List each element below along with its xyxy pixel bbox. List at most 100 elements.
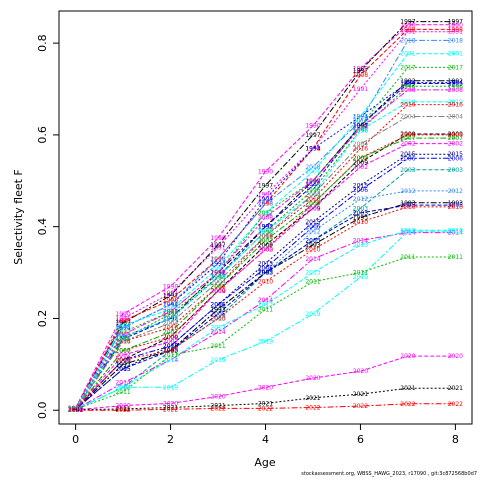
point-label: 2015 [163, 343, 178, 350]
point-label: 2001 [163, 306, 178, 313]
series-line [75, 133, 456, 410]
point-label: 2017 [305, 178, 320, 185]
point-label: 2013 [68, 406, 83, 413]
point-label: 1995 [115, 336, 130, 343]
series-end-label: 2010 [448, 204, 463, 211]
point-label: 2007 [210, 283, 225, 290]
y-tick-label: 0.6 [36, 126, 49, 144]
series-end-label: 2019 [448, 228, 463, 235]
point-label: 1990 [305, 123, 320, 130]
point-label: 2019 [115, 384, 130, 391]
point-label: 2022 [210, 405, 225, 412]
series-end-label: 2016 [448, 102, 463, 109]
point-label: 1991 [258, 192, 273, 199]
point-label: 1993 [305, 242, 320, 249]
x-tick-label: 0 [72, 433, 79, 446]
point-label: 2010 [305, 247, 320, 254]
point-label: 1993 [400, 200, 415, 207]
series-end-label: 1996 [448, 83, 463, 90]
point-label: 1992 [258, 224, 273, 231]
point-label: 2006 [400, 155, 415, 162]
point-label: 2018 [115, 325, 130, 332]
point-label: 1991 [163, 290, 178, 297]
point-label: 2014 [305, 256, 320, 263]
point-label: 2019 [305, 311, 320, 318]
point-label: 2020 [163, 400, 178, 407]
point-label: 2013 [305, 270, 320, 277]
point-label: 2006 [305, 224, 320, 231]
point-label: 1994 [115, 325, 130, 332]
series-line [75, 82, 456, 410]
series-line [75, 153, 456, 410]
point-label: 2003 [258, 270, 273, 277]
point-label: 2020 [68, 407, 83, 414]
point-label: 1997 [305, 132, 320, 139]
point-label: 2005 [115, 366, 130, 373]
point-label: 2001 [258, 210, 273, 217]
point-label: 2004 [163, 320, 178, 327]
series-line [75, 403, 456, 411]
point-label: 2009 [68, 406, 83, 413]
point-label: 2019 [210, 357, 225, 364]
point-label: 1995 [400, 81, 415, 88]
point-label: 2003 [210, 315, 225, 322]
point-label: 2021 [163, 404, 178, 411]
series-line [75, 80, 456, 410]
point-label: 2013 [163, 357, 178, 364]
point-label: 2002 [163, 338, 178, 345]
point-label: 2004 [400, 114, 415, 121]
series-line [75, 137, 456, 410]
point-label: 1998 [210, 256, 225, 263]
point-label: 2004 [115, 338, 130, 345]
series-end-label: 2009 [448, 131, 463, 138]
series-line [75, 204, 456, 410]
point-label: 2010 [115, 357, 130, 364]
series-line [75, 143, 456, 410]
point-label: 2003 [400, 167, 415, 174]
point-label: 1994 [305, 146, 320, 153]
point-label: 2006 [68, 406, 83, 413]
point-label: 2007 [400, 135, 415, 142]
point-label: 2011 [353, 270, 368, 277]
point-label: 2014 [210, 329, 225, 336]
series-end-label: 1992 [448, 78, 463, 85]
point-label: 2014 [258, 297, 273, 304]
series-lines [75, 21, 456, 411]
point-label: 2010 [258, 279, 273, 286]
point-label: 2019 [68, 406, 83, 413]
point-label: 2002 [258, 247, 273, 254]
point-label: 1997 [115, 320, 130, 327]
point-label: 2000 [305, 201, 320, 208]
point-label: 2006 [353, 187, 368, 194]
point-label: 2002 [305, 205, 320, 212]
point-label: 1992 [305, 178, 320, 185]
point-label: 1996 [68, 406, 83, 413]
point-label: 2006 [163, 343, 178, 350]
point-label: 2001 [115, 322, 130, 329]
series-end-label: 2007 [448, 135, 463, 142]
point-label: 1998 [305, 146, 320, 153]
point-label: 2009 [163, 334, 178, 341]
point-label: 2009 [353, 159, 368, 166]
point-label: 2001 [210, 265, 225, 272]
point-label: 2004 [210, 279, 225, 286]
point-label: 1991 [305, 146, 320, 153]
point-label: 1995 [68, 406, 83, 413]
point-label: 2014 [353, 237, 368, 244]
series-line [75, 31, 456, 409]
point-label: 2005 [68, 406, 83, 413]
point-label: 2015 [115, 366, 130, 373]
point-label: 2012 [210, 306, 225, 313]
point-label: 2000 [210, 288, 225, 295]
point-label: 1994 [400, 80, 415, 87]
point-label: 1990 [210, 235, 225, 242]
point-label: 2005 [163, 348, 178, 355]
point-label: 1995 [305, 182, 320, 189]
point-label: 2008 [400, 87, 415, 94]
point-label: 2014 [163, 357, 178, 364]
point-label: 2012 [400, 188, 415, 195]
point-label: 2009 [210, 288, 225, 295]
point-label: 2017 [210, 270, 225, 277]
